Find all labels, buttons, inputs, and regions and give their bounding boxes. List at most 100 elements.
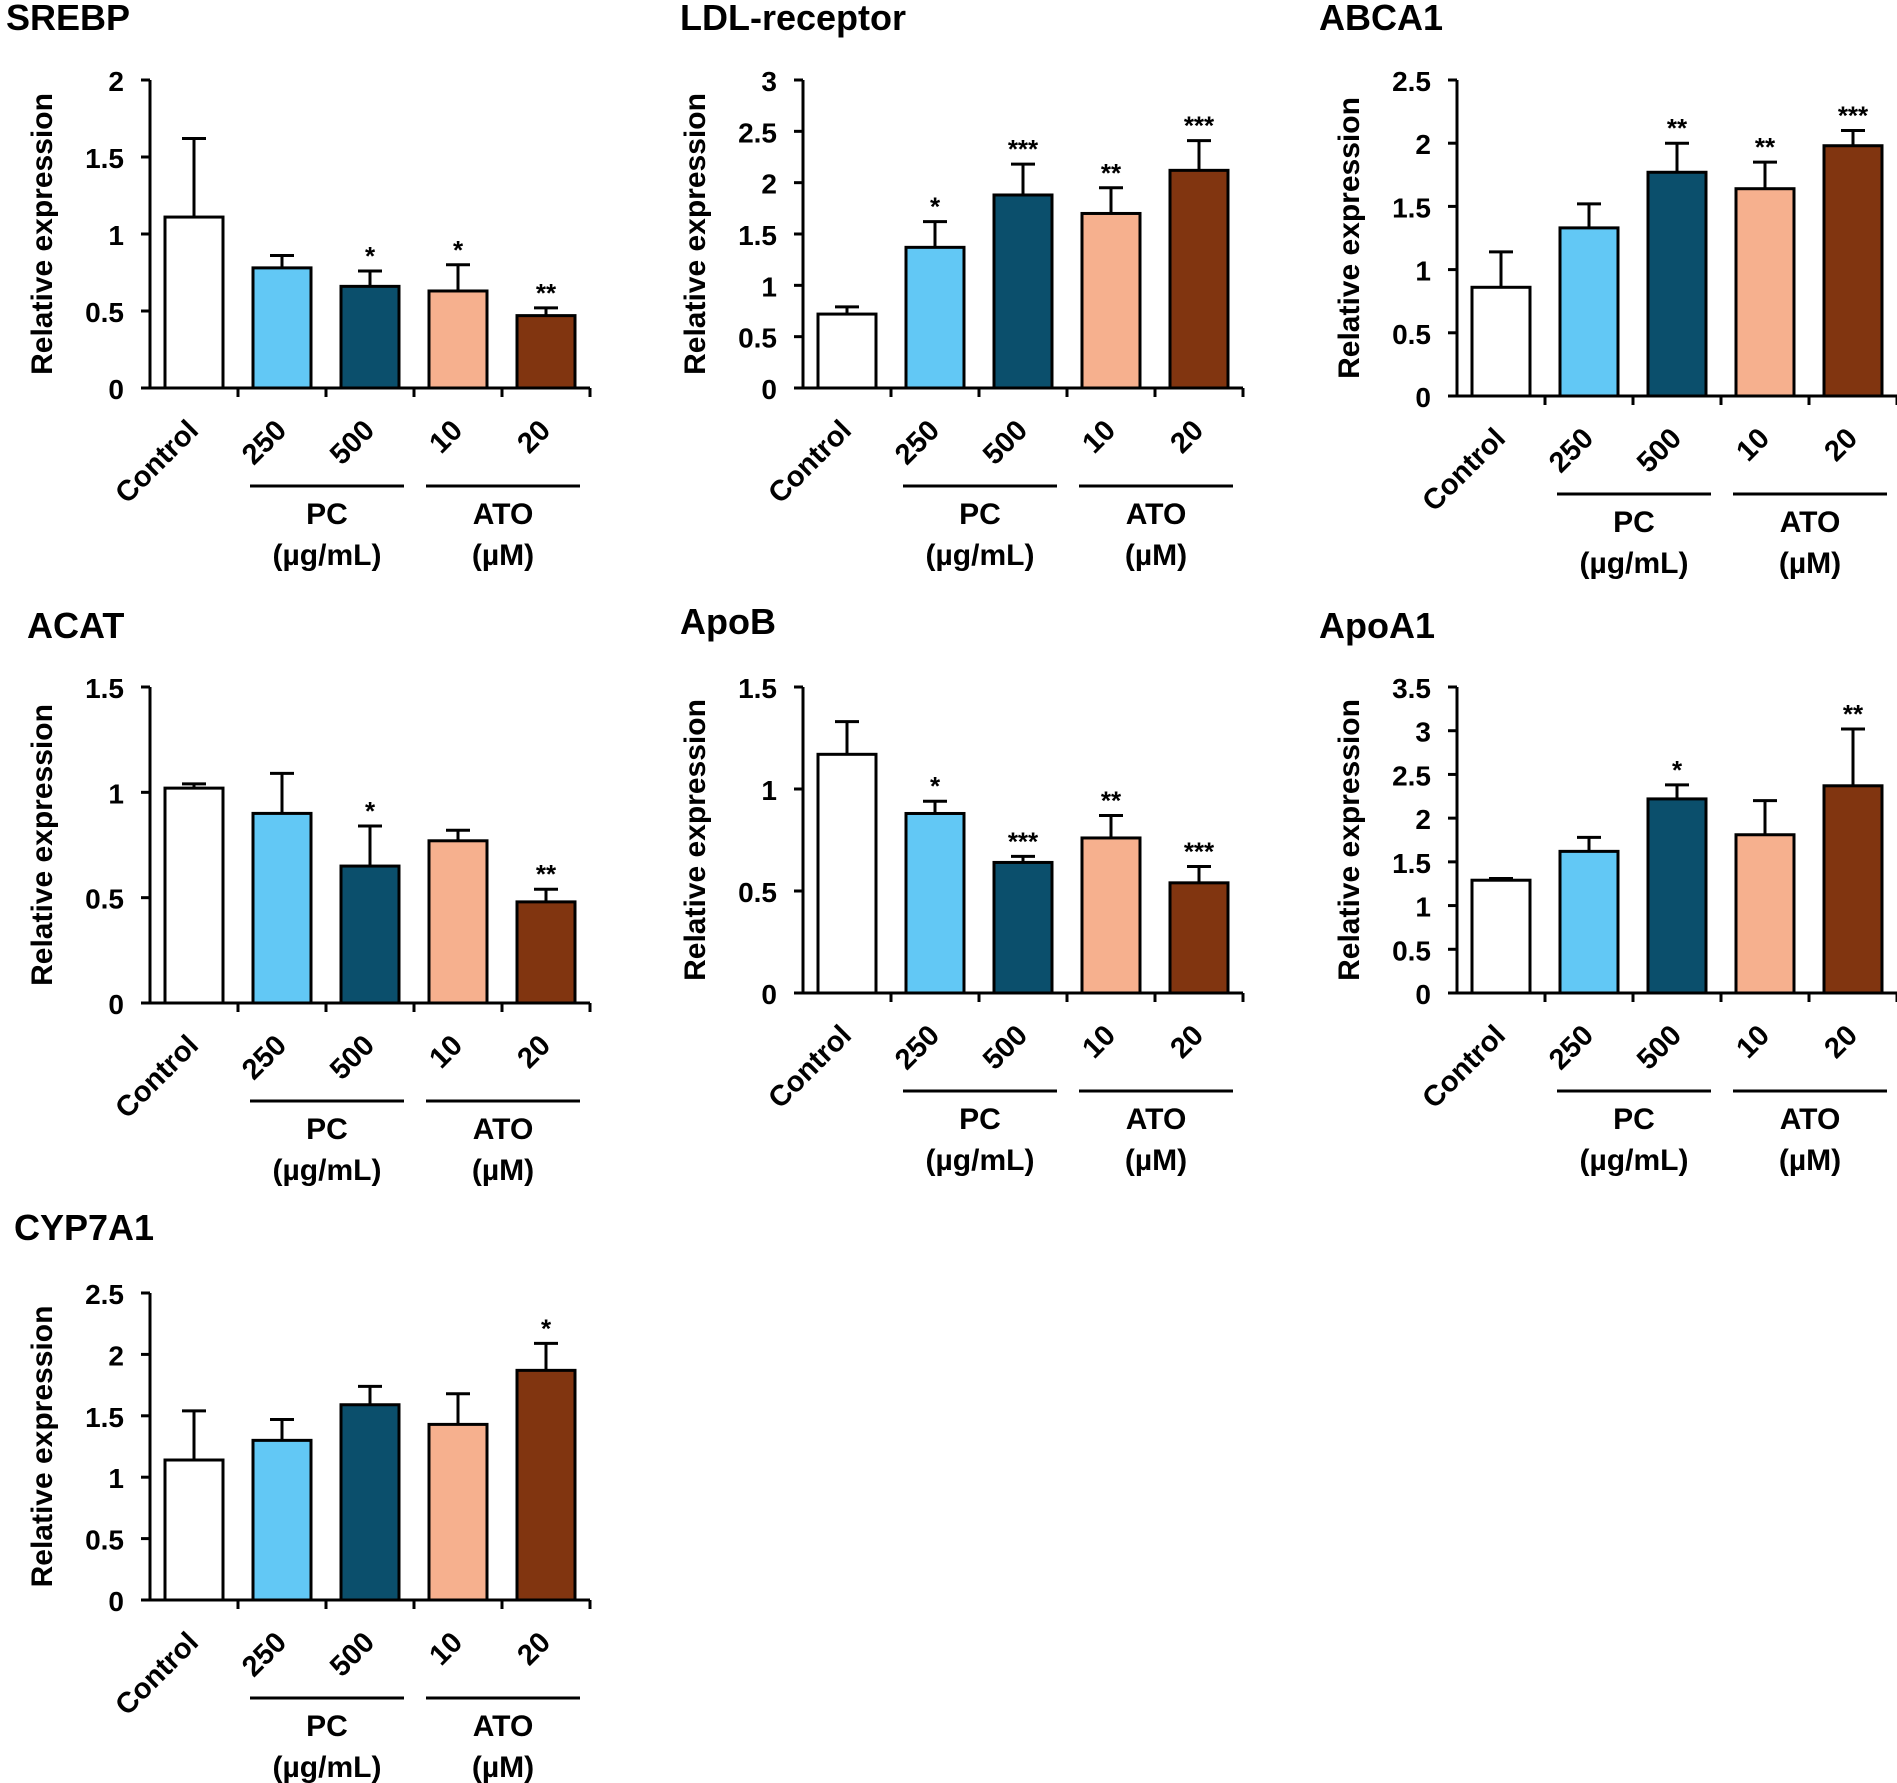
bar-control: [1470, 285, 1532, 398]
group-label: ATO: [1780, 506, 1841, 539]
y-tick-label: 0.5: [738, 323, 777, 354]
x-tick-label: Control: [109, 1029, 205, 1125]
y-tick-label: 2: [761, 169, 777, 200]
x-tick-label: Control: [762, 414, 858, 510]
x-tick-label: Control: [109, 414, 205, 510]
y-tick-label: 2: [1415, 129, 1431, 160]
x-tick-label: 250: [889, 414, 946, 471]
x-tick-label: 500: [324, 1029, 381, 1086]
x-tick-label: 500: [324, 1626, 381, 1683]
y-tick-label: 1.5: [1392, 192, 1431, 223]
bar-control: [1470, 878, 1532, 995]
bar-control: [163, 215, 225, 390]
bar-10: [427, 839, 489, 1005]
bar-10: [1734, 187, 1796, 398]
y-tick-label: 2.5: [85, 1279, 124, 1310]
y-tick-label: 1: [1415, 892, 1431, 923]
bar-250: [904, 245, 966, 390]
y-tick-label: 1: [761, 775, 777, 806]
significance-label: ***: [1184, 111, 1215, 141]
x-tick-label: Control: [109, 1626, 205, 1722]
bar-250: [904, 811, 966, 995]
significance-label: ***: [1008, 826, 1039, 856]
y-tick-label: 1.5: [1392, 848, 1431, 879]
y-tick-label: 1.5: [85, 1402, 124, 1433]
bar-250: [1558, 849, 1620, 995]
y-axis-label: Relative expression: [1333, 699, 1366, 981]
x-tick-label: 10: [1731, 422, 1776, 467]
y-tick-label: 3.5: [1392, 673, 1431, 704]
bar-500: [339, 864, 401, 1005]
x-tick-label: 20: [512, 1029, 557, 1074]
group-unit-label: (µM): [1125, 1144, 1187, 1177]
group-label: ATO: [1780, 1103, 1841, 1136]
x-tick-label: 250: [1543, 422, 1600, 479]
group-label: PC: [959, 1103, 1001, 1136]
significance-label: *: [930, 771, 941, 801]
x-tick-label: 10: [424, 414, 469, 459]
chart-title: SREBP: [6, 0, 130, 38]
x-tick-label: 20: [1819, 422, 1864, 467]
bar-500: [339, 1403, 401, 1602]
group-unit-label: (µg/mL): [273, 1154, 382, 1187]
x-tick-label: Control: [762, 1019, 858, 1115]
x-tick-label: Control: [1416, 1019, 1512, 1115]
significance-label: **: [1101, 786, 1122, 816]
bar-500: [992, 193, 1054, 390]
group-label: PC: [306, 498, 348, 531]
x-tick-label: 10: [424, 1626, 469, 1671]
y-tick-label: 2.5: [1392, 66, 1431, 97]
x-tick-label: 10: [1077, 414, 1122, 459]
significance-label: **: [536, 859, 557, 889]
bar-20: [1822, 144, 1884, 398]
y-tick-label: 2: [108, 66, 124, 97]
y-tick-label: 1.5: [738, 220, 777, 251]
x-tick-label: 10: [1077, 1019, 1122, 1064]
significance-label: **: [1667, 113, 1688, 143]
significance-label: *: [453, 235, 464, 265]
bar-250: [251, 1438, 313, 1602]
x-tick-label: 20: [512, 1626, 557, 1671]
bar-500: [339, 284, 401, 390]
x-tick-label: 250: [236, 1029, 293, 1086]
x-tick-label: 250: [1543, 1019, 1600, 1076]
group-unit-label: (µM): [472, 539, 534, 572]
x-tick-label: 500: [1631, 422, 1688, 479]
group-label: PC: [306, 1710, 348, 1743]
group-unit-label: (µg/mL): [273, 1751, 382, 1783]
x-tick-label: 250: [236, 1626, 293, 1683]
group-unit-label: (µM): [1779, 547, 1841, 580]
chart-abca1: ABCA1 Relative expression 0 0.5 1 1.5 2 2.5 Cont…: [1319, 0, 1897, 580]
bar-250: [251, 811, 313, 1005]
bar-20: [515, 1368, 577, 1602]
y-tick-label: 2.5: [738, 117, 777, 148]
bar-10: [1080, 836, 1142, 995]
group-label: PC: [306, 1113, 348, 1146]
significance-label: *: [1672, 755, 1683, 785]
significance-label: ***: [1008, 134, 1039, 164]
bar-20: [515, 900, 577, 1005]
significance-label: ***: [1184, 837, 1215, 867]
y-tick-label: 0.5: [1392, 319, 1431, 350]
y-tick-label: 1: [761, 271, 777, 302]
y-tick-label: 3: [1415, 717, 1431, 748]
significance-label: *: [365, 241, 376, 271]
chart-ldl-receptor: LDL-receptor Relative expression 0 0.5 1 1.5 2…: [679, 0, 1245, 572]
group-unit-label: (µM): [1779, 1144, 1841, 1177]
y-tick-label: 1.5: [85, 673, 124, 704]
bar-250: [1558, 226, 1620, 398]
bar-control: [816, 752, 878, 995]
chart-cyp7a1: CYP7A1 Relative expression 0 0.5 1 1.5 2 2.5 Con…: [14, 1207, 592, 1783]
y-tick-label: 0.5: [85, 1525, 124, 1556]
significance-label: **: [1843, 699, 1864, 729]
y-tick-label: 0.5: [85, 297, 124, 328]
y-tick-label: 2.5: [1392, 760, 1431, 791]
chart-title: ApoB: [680, 601, 776, 642]
group-unit-label: (µg/mL): [1580, 1144, 1689, 1177]
y-axis-label: Relative expression: [26, 704, 59, 986]
x-tick-label: 10: [1731, 1019, 1776, 1064]
group-unit-label: (µg/mL): [926, 539, 1035, 572]
y-tick-label: 1: [1415, 256, 1431, 287]
y-tick-label: 1.5: [85, 143, 124, 174]
y-tick-label: 0: [108, 1586, 124, 1617]
